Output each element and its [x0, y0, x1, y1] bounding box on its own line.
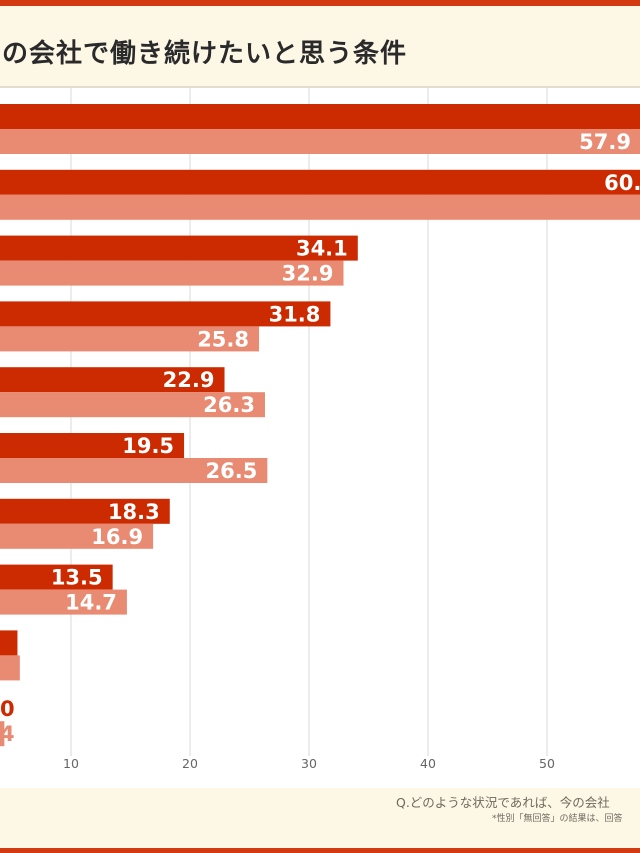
bar-chart: 57.9 60.0 34.132.9 31.8 25.8 22.926.3 19.5 26.5… — [0, 88, 640, 771]
bar-female-4 — [0, 326, 260, 352]
value-label-female-6: 26.5 — [206, 459, 258, 483]
title-band — [0, 6, 640, 88]
value-label-female-5: 26.3 — [203, 393, 255, 417]
bar-female-10 — [0, 721, 5, 747]
bar-male-9 — [0, 630, 18, 656]
bottom-border — [0, 848, 640, 853]
chart-area: 57.9 60.0 34.132.9 31.8 25.8 22.926.3 19.5 26.5… — [0, 88, 640, 788]
bar-female-1 — [0, 129, 640, 154]
bar-female-3 — [0, 260, 344, 286]
bar-male-1 — [0, 104, 640, 129]
top-border — [0, 0, 640, 6]
x-tick-label-10: 10 — [63, 756, 79, 771]
x-tick-label-40: 40 — [420, 756, 436, 771]
bar-female-8 — [0, 589, 127, 615]
bar-female-7 — [0, 523, 154, 549]
footnote: *性別「無回答」の結果は、回答 — [492, 814, 623, 824]
value-label-male-5: 22.9 — [163, 368, 215, 392]
value-label-male-4: 31.8 — [269, 302, 321, 326]
title-divider — [0, 86, 640, 88]
chart-title: の会社で働き続けたいと思う条件 — [2, 39, 408, 69]
bar-male-8 — [0, 564, 113, 590]
value-label-male-10: 0 — [0, 697, 15, 721]
bar-female-5 — [0, 392, 265, 418]
x-tick-label-50: 50 — [539, 756, 555, 771]
bar-male-2 — [0, 169, 640, 195]
bar-female-6 — [0, 458, 268, 483]
value-label-female-9: 7 — [0, 656, 15, 680]
value-label-female-7: 16.9 — [91, 525, 143, 549]
bar-female-9 — [0, 655, 20, 681]
x-tick-label-20: 20 — [182, 756, 198, 771]
question-caption: Q.どのような状況であれば、今の会社 — [396, 795, 610, 810]
footer-band — [0, 788, 640, 848]
value-label-male-2: 60.0 — [604, 171, 640, 195]
value-label-female-1: 57.9 — [579, 130, 631, 154]
value-label-male-3: 34.1 — [296, 237, 348, 261]
value-label-female-8: 14.7 — [65, 591, 117, 615]
value-label-female-4: 25.8 — [197, 327, 249, 351]
x-tick-label-30: 30 — [301, 756, 317, 771]
value-label-male-7: 18.3 — [108, 500, 160, 524]
bar-male-4 — [0, 301, 331, 327]
value-label-female-3: 32.9 — [282, 262, 334, 286]
bar-male-7 — [0, 498, 170, 524]
value-label-male-9: 5 — [0, 631, 15, 655]
value-label-female-10: 4 — [0, 722, 15, 746]
value-label-male-6: 19.5 — [122, 434, 174, 458]
bar-female-2 — [0, 194, 640, 220]
bar-male-6 — [0, 433, 185, 458]
bar-male-5 — [0, 367, 225, 393]
bar-male-3 — [0, 235, 358, 261]
value-label-male-8: 13.5 — [51, 566, 103, 590]
